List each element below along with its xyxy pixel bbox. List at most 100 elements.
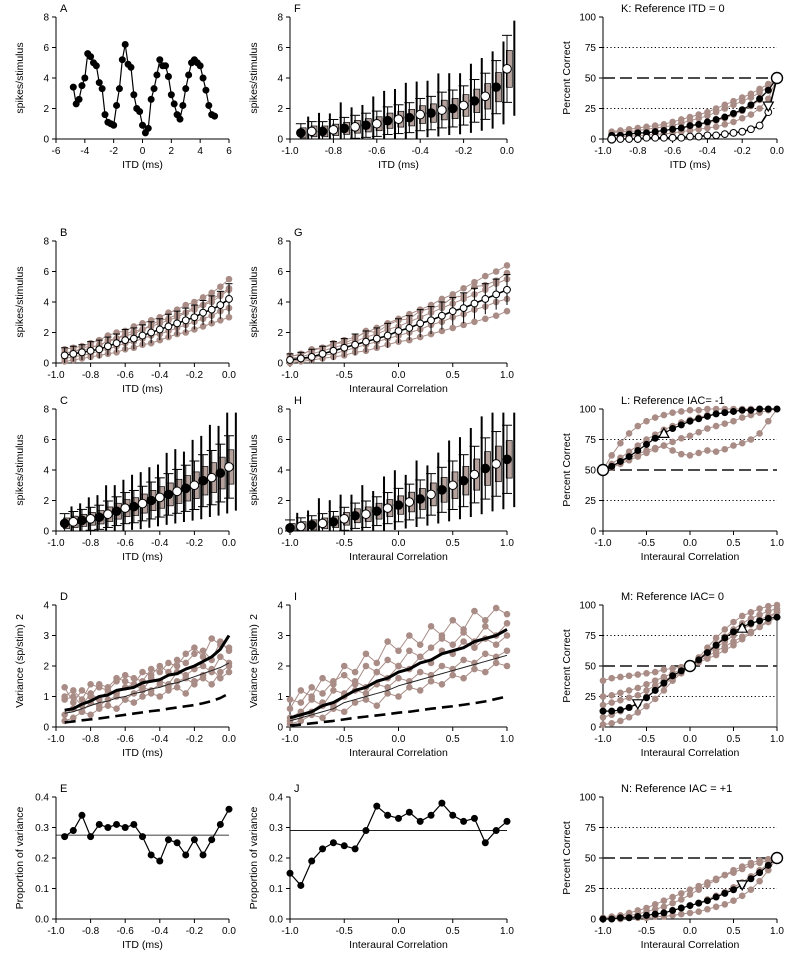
data-point <box>438 295 446 303</box>
data-point <box>406 647 413 655</box>
data-point <box>112 339 121 348</box>
panel-title: L: Reference IAC= -1 <box>621 395 725 407</box>
data-point <box>747 101 755 109</box>
x-tick-label: 0.0 <box>222 538 236 549</box>
data-point <box>75 95 83 103</box>
data-point <box>634 422 642 430</box>
data-point <box>470 299 479 308</box>
y-tick-label: 8 <box>43 405 49 416</box>
reference-marker <box>683 659 697 673</box>
y-tick-label: 0.1 <box>269 884 283 895</box>
panel-title: G <box>294 227 303 239</box>
data-point <box>738 439 746 447</box>
data-point <box>173 839 181 847</box>
data-point <box>686 452 694 459</box>
x-tick-label: -0.8 <box>82 734 100 745</box>
data-point <box>599 707 607 715</box>
series-line <box>289 628 508 720</box>
y-tick-label: 0.2 <box>269 854 283 865</box>
data-point <box>144 124 152 132</box>
data-point <box>217 668 224 676</box>
data-point <box>225 313 233 321</box>
data-point <box>503 307 511 315</box>
data-point <box>384 638 391 645</box>
panel-n: -1.0 -0.5 0.0 0.5 1.0 0 25 50 75 100 Interaural Co… <box>561 783 784 951</box>
data-point <box>608 452 616 459</box>
data-point <box>756 611 763 619</box>
data-point <box>395 814 402 822</box>
data-point <box>297 699 305 706</box>
data-point <box>329 839 337 847</box>
data-point <box>643 123 650 131</box>
data-point <box>373 702 381 709</box>
y-axis-label-superscript: 2 <box>248 614 260 620</box>
data-point <box>318 349 327 358</box>
x-axis-label: Interaural Correlation <box>349 939 448 951</box>
y-tick-label: 4 <box>43 298 49 309</box>
y-axis-label: spikes/stimulus <box>248 266 260 337</box>
x-tick-label: -0.2 <box>734 146 752 157</box>
mean-point <box>103 509 113 520</box>
x-tick-label: -1.0 <box>281 926 299 937</box>
data-point <box>113 677 120 685</box>
x-tick-label: 0 <box>140 146 146 157</box>
data-point <box>651 122 659 129</box>
data-point <box>87 833 95 841</box>
data-point <box>738 635 746 643</box>
data-point <box>78 687 86 694</box>
mean-point <box>458 100 469 111</box>
mean-point <box>491 459 501 469</box>
data-point <box>87 690 94 697</box>
data-point <box>721 646 729 654</box>
mean-point <box>426 489 436 500</box>
data-point <box>147 665 155 673</box>
data-point <box>651 414 659 421</box>
data-point <box>756 877 763 885</box>
y-tick-label: 0 <box>590 527 596 538</box>
data-point <box>704 108 711 116</box>
data-point <box>70 687 77 694</box>
data-point <box>164 72 172 80</box>
data-point <box>170 100 178 108</box>
x-tick-label: 0.5 <box>446 370 460 381</box>
x-tick-label: -0.6 <box>117 734 135 745</box>
panel-title: C <box>60 395 68 407</box>
panel-a: -6 -4 -2 0 2 4 6 0 2 4 6 8 ITD (ms) spikes/stimulus A <box>14 3 232 171</box>
data-point <box>651 910 659 918</box>
y-tick-label: 0.0 <box>269 915 283 926</box>
data-point <box>101 111 109 119</box>
x-tick-label: -0.4 <box>151 926 169 937</box>
mean-point <box>224 462 234 472</box>
data-point <box>406 632 413 639</box>
data-point <box>139 693 146 700</box>
data-point <box>747 125 755 134</box>
data-point <box>104 702 112 709</box>
y-tick-label: 0 <box>43 359 49 370</box>
x-tick-label: 1.0 <box>500 370 514 381</box>
x-tick-label: 0.0 <box>392 370 406 381</box>
data-point <box>678 890 685 897</box>
mean-point <box>447 103 458 114</box>
data-point <box>695 415 703 423</box>
data-point <box>199 308 207 317</box>
y-tick-label: 2 <box>43 328 49 339</box>
y-tick-label: 25 <box>585 104 597 115</box>
data-point <box>712 448 720 456</box>
data-point <box>297 881 305 889</box>
data-point <box>362 690 370 697</box>
data-point <box>95 345 104 354</box>
y-axis-label: Percent Correct <box>561 433 573 507</box>
data-point <box>651 444 659 452</box>
mean-point <box>393 500 404 510</box>
data-point <box>460 629 467 636</box>
mean-point <box>317 518 328 529</box>
data-point <box>608 462 616 470</box>
data-point <box>394 327 403 335</box>
data-point <box>704 425 711 432</box>
data-point <box>427 811 435 819</box>
panel-title: H <box>294 395 302 407</box>
data-point <box>773 405 781 413</box>
data-point <box>165 659 172 667</box>
x-tick-label: 0.0 <box>683 538 697 549</box>
data-point <box>460 656 467 664</box>
